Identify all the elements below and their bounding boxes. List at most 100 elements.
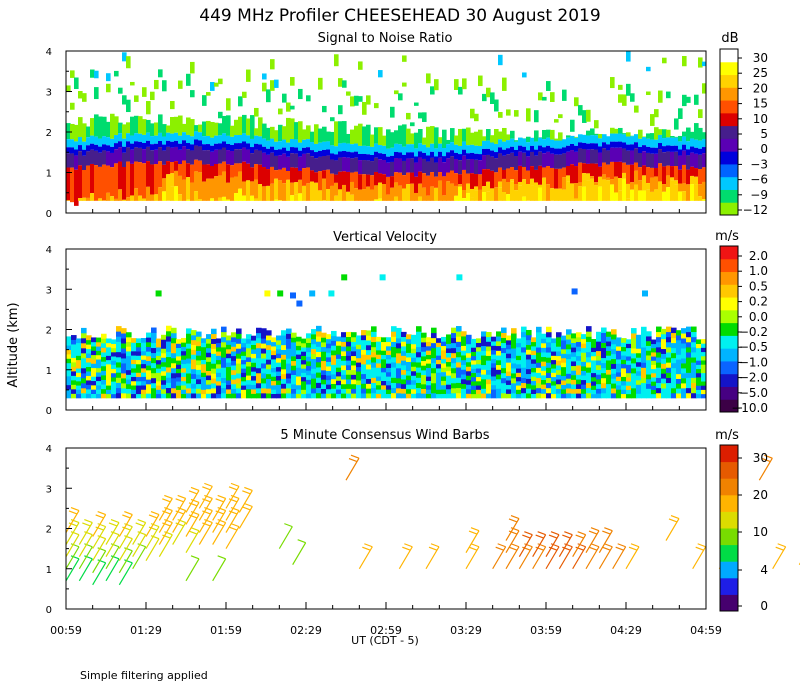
snr-cell bbox=[690, 175, 695, 185]
velocity-cell bbox=[406, 388, 412, 394]
velocity-cell bbox=[311, 358, 317, 364]
velocity-cell bbox=[116, 326, 122, 332]
velocity-cell bbox=[166, 341, 172, 347]
velocity-cell bbox=[411, 352, 417, 358]
snr-cell bbox=[598, 166, 603, 177]
velocity-cell bbox=[526, 373, 532, 379]
velocity-cell bbox=[321, 374, 327, 380]
velocity-cell bbox=[576, 374, 582, 380]
velocity-cell bbox=[471, 393, 477, 399]
wind-barb bbox=[292, 539, 307, 566]
velocity-cell bbox=[486, 369, 492, 375]
snr-cell bbox=[398, 93, 403, 101]
wind-barb bbox=[158, 531, 173, 557]
snr-cell bbox=[626, 132, 631, 137]
velocity-cell bbox=[286, 373, 292, 379]
velocity-cell bbox=[376, 367, 382, 373]
wind-barb-staff bbox=[772, 546, 787, 570]
snr-cell bbox=[274, 178, 279, 200]
colorbar-swatch bbox=[720, 151, 738, 165]
velocity-cell bbox=[506, 335, 512, 341]
velocity-cell bbox=[556, 360, 562, 366]
snr-cell bbox=[554, 138, 559, 141]
snr-cell bbox=[270, 126, 275, 139]
snr-cell bbox=[270, 166, 275, 184]
velocity-cell bbox=[636, 348, 642, 354]
velocity-cell bbox=[581, 366, 587, 371]
snr-cell bbox=[610, 133, 615, 142]
velocity-cell bbox=[171, 327, 177, 334]
velocity-cell bbox=[666, 352, 672, 358]
velocity-cell bbox=[436, 372, 442, 377]
velocity-cell bbox=[546, 387, 552, 394]
snr-cell bbox=[638, 152, 643, 168]
velocity-cell bbox=[586, 387, 592, 394]
velocity-cell bbox=[176, 376, 182, 382]
velocity-cell bbox=[536, 392, 542, 399]
wind-barb bbox=[92, 559, 107, 586]
wind-barb-staff bbox=[65, 546, 80, 570]
velocity-cell bbox=[211, 343, 217, 349]
velocity-cell bbox=[616, 393, 622, 399]
velocity-cell bbox=[311, 343, 317, 350]
velocity-cell bbox=[101, 379, 107, 385]
velocity-cell bbox=[196, 369, 202, 375]
velocity-cell bbox=[201, 380, 207, 386]
velocity-cell bbox=[231, 351, 237, 357]
velocity-cell bbox=[231, 332, 237, 338]
snr-cell bbox=[690, 184, 695, 201]
snr-cell bbox=[90, 118, 95, 136]
wind-barb bbox=[772, 543, 787, 570]
velocity-cell bbox=[601, 332, 607, 338]
snr-cell bbox=[602, 142, 607, 149]
colorbar-swatch bbox=[720, 61, 738, 76]
velocity-cell bbox=[536, 352, 542, 358]
velocity-cell bbox=[696, 364, 702, 370]
velocity-cell bbox=[476, 380, 482, 386]
velocity-cell bbox=[251, 393, 257, 399]
snr-cell bbox=[394, 143, 399, 152]
velocity-colorbar: 2.01.00.50.20.0−0.2−0.5−1.0−2.0−5.0−10.0 bbox=[719, 245, 768, 415]
velocity-cell bbox=[451, 382, 457, 389]
velocity-cell bbox=[606, 341, 612, 347]
velocity-cell bbox=[356, 388, 362, 394]
velocity-cell bbox=[656, 357, 662, 363]
snr-cell bbox=[74, 141, 79, 150]
snr-cell bbox=[538, 145, 543, 152]
snr-cell bbox=[558, 132, 563, 141]
snr-cell bbox=[150, 91, 155, 101]
snr-cell bbox=[178, 80, 183, 89]
velocity-cell bbox=[316, 330, 322, 337]
wind-barb bbox=[185, 486, 200, 513]
snr-cell bbox=[358, 123, 363, 146]
velocity-cell bbox=[321, 332, 327, 338]
snr-cell bbox=[506, 134, 511, 141]
velocity-cell bbox=[116, 341, 122, 348]
velocity-cell bbox=[511, 328, 517, 334]
snr-cell bbox=[114, 149, 119, 164]
snr-cell bbox=[118, 141, 123, 148]
velocity-cell bbox=[361, 334, 367, 341]
velocity-cell bbox=[496, 350, 502, 356]
snr-cell bbox=[350, 144, 355, 153]
snr-cell bbox=[442, 195, 447, 201]
wind-barb bbox=[425, 543, 440, 570]
snr-cell bbox=[82, 155, 87, 170]
velocity-cell bbox=[571, 370, 577, 376]
snr-cell bbox=[698, 154, 703, 170]
velocity-cell bbox=[341, 274, 348, 281]
velocity-cell bbox=[656, 367, 662, 373]
wind-barb-flag bbox=[162, 498, 171, 503]
velocity-cell bbox=[156, 389, 162, 395]
snr-cell bbox=[662, 138, 667, 147]
snr-cell bbox=[66, 167, 71, 200]
wind-barb-flag bbox=[630, 543, 640, 548]
snr-cell bbox=[302, 139, 307, 148]
velocity-cell bbox=[116, 336, 122, 342]
colorbar-swatch bbox=[720, 163, 738, 178]
snr-cell bbox=[350, 129, 355, 145]
velocity-cell bbox=[571, 379, 577, 385]
velocity-cell bbox=[701, 372, 706, 378]
velocity-cell bbox=[96, 372, 102, 377]
velocity-cell bbox=[526, 339, 532, 345]
